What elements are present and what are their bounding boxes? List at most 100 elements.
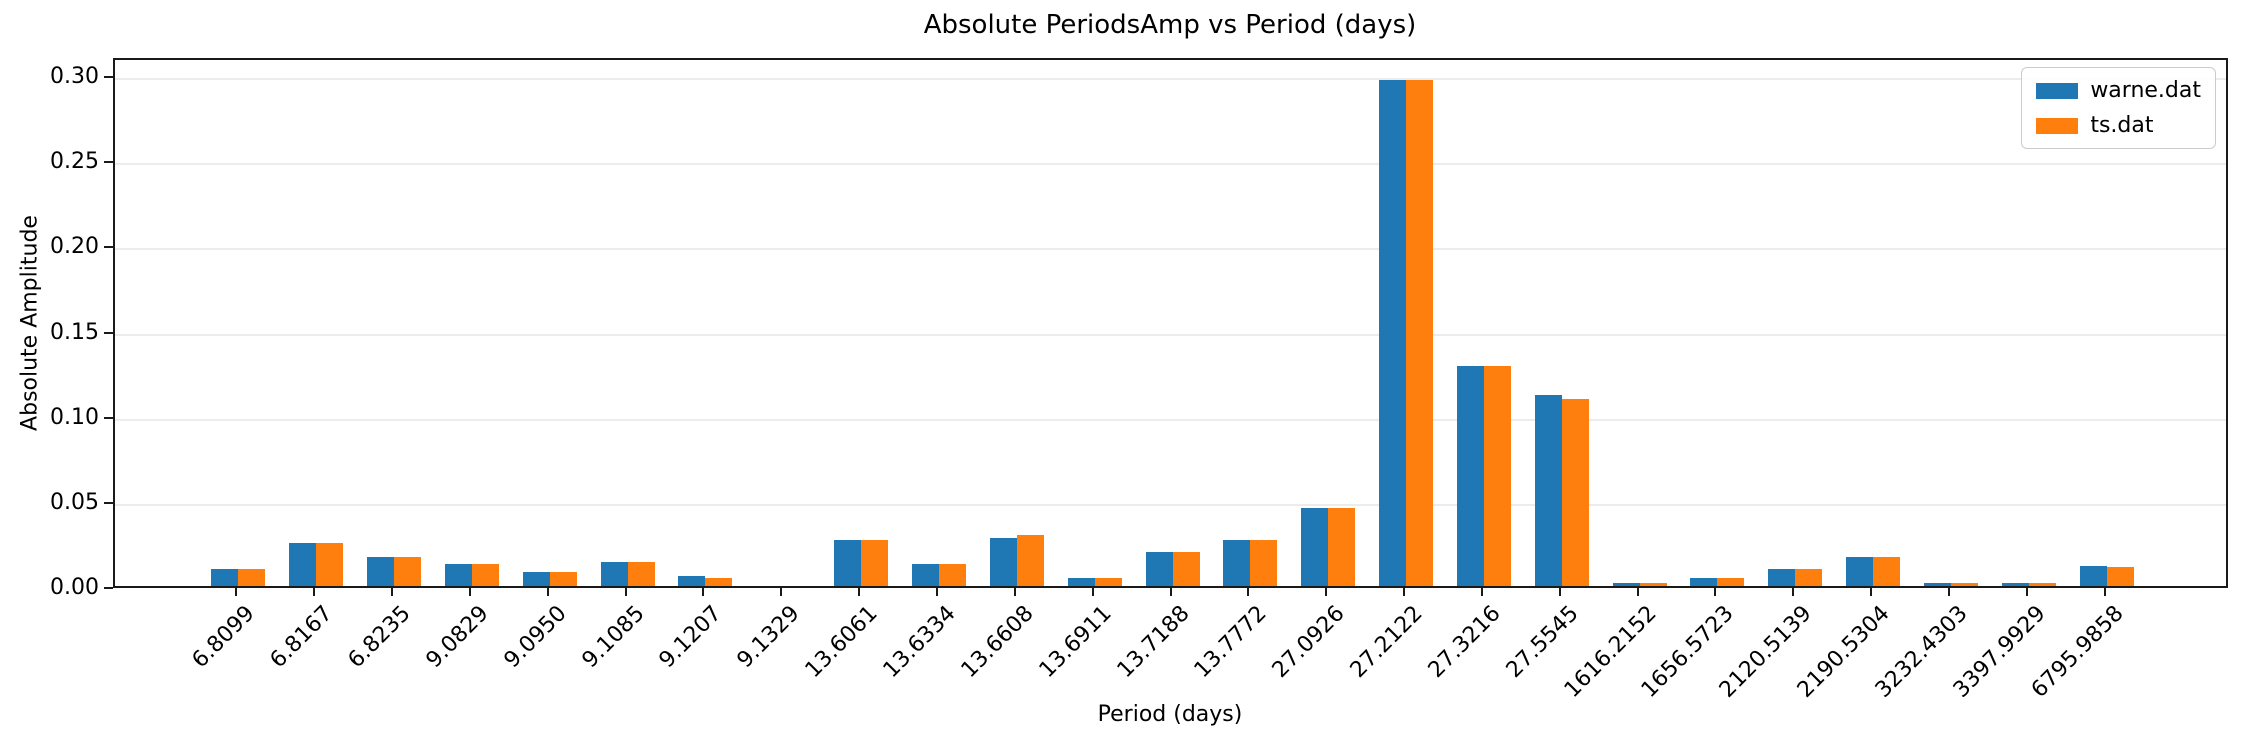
x-tick-label: 13.6061 (800, 601, 883, 684)
bar-warne-dat (211, 568, 239, 586)
bar-warne-dat (1690, 577, 1718, 586)
bar-warne-dat (989, 538, 1017, 586)
y-tick-mark (104, 416, 113, 419)
bar-ts-dat (394, 557, 422, 586)
bar-warne-dat (1379, 80, 1407, 586)
bar-warne-dat (1145, 551, 1173, 586)
bar-warne-dat (1067, 577, 1095, 586)
bar-ts-dat (316, 543, 344, 586)
x-tick-label: 9.0950 (499, 601, 572, 674)
x-tick-mark (1403, 587, 1406, 596)
bar-ts-dat (238, 568, 266, 586)
x-tick-mark (1792, 587, 1795, 596)
bar-ts-dat (1172, 551, 1200, 586)
bar-ts-dat (1795, 568, 1823, 586)
bar-ts-dat (2028, 583, 2056, 586)
bar-ts-dat (1717, 577, 1745, 586)
gridline (115, 333, 2226, 336)
y-tick-label: 0.00 (50, 575, 99, 600)
bar-warne-dat (1923, 582, 1951, 586)
legend: warne.dat ts.dat (2021, 67, 2216, 149)
bar-warne-dat (444, 563, 472, 586)
bar-ts-dat (938, 563, 966, 586)
x-tick-label: 9.1207 (655, 601, 728, 674)
x-tick-label: 13.6334 (878, 601, 961, 684)
y-tick-label: 0.25 (50, 149, 99, 175)
y-tick-label: 0.30 (50, 64, 99, 90)
x-tick-mark (1558, 587, 1561, 596)
x-tick-mark (1947, 587, 1950, 596)
x-tick-mark (1013, 587, 1016, 596)
x-tick-mark (858, 587, 861, 596)
bar-warne-dat (1846, 557, 1874, 586)
x-tick-label: 9.1085 (577, 601, 650, 674)
bar-ts-dat (1250, 540, 1278, 586)
bar-ts-dat (471, 563, 499, 586)
gridline (115, 163, 2226, 166)
y-tick-label: 0.05 (50, 489, 99, 515)
x-tick-mark (546, 587, 549, 596)
bar-ts-dat (627, 562, 655, 586)
x-tick-mark (1091, 587, 1094, 596)
bar-ts-dat (1094, 577, 1122, 586)
x-tick-label: 9.1329 (732, 601, 805, 674)
legend-label-warne-dat: warne.dat (2090, 78, 2201, 103)
x-tick-mark (391, 587, 394, 596)
x-tick-mark (1870, 587, 1873, 596)
bar-ts-dat (861, 540, 889, 586)
x-tick-label: 13.6608 (956, 601, 1039, 684)
legend-item-warne-dat: warne.dat (2036, 78, 2201, 103)
bar-ts-dat (549, 572, 577, 586)
chart-title: Absolute PeriodsAmp vs Period (days) (923, 10, 1417, 40)
legend-swatch-warne-dat (2036, 82, 2079, 99)
bar-ts-dat (1483, 366, 1511, 586)
x-axis-label: Period (days) (1097, 702, 1243, 727)
y-tick-mark (104, 587, 113, 589)
x-tick-label: 6.8167 (265, 601, 338, 674)
bar-warne-dat (678, 575, 706, 586)
x-tick-mark (1325, 587, 1328, 596)
bar-ts-dat (1950, 582, 1978, 586)
bar-warne-dat (522, 572, 550, 586)
gridline (115, 503, 2226, 506)
x-tick-label: 27.2122 (1345, 601, 1428, 684)
bar-ts-dat (2106, 567, 2134, 586)
y-tick-mark (104, 76, 113, 79)
x-tick-mark (1714, 587, 1717, 596)
y-tick-mark (104, 501, 113, 504)
x-tick-mark (1480, 587, 1483, 596)
legend-item-ts-dat: ts.dat (2036, 113, 2201, 138)
bar-ts-dat (1016, 534, 1044, 586)
bar-warne-dat (1612, 582, 1640, 586)
bar-ts-dat (1873, 557, 1901, 586)
x-tick-label: 27.3216 (1423, 601, 1506, 684)
x-tick-mark (1636, 587, 1639, 596)
gridline (115, 248, 2226, 251)
x-tick-label: 27.5545 (1501, 601, 1584, 684)
bar-ts-dat (1328, 507, 1356, 586)
bar-ts-dat (705, 577, 733, 586)
bar-warne-dat (1534, 395, 1562, 586)
x-tick-label: 6.8235 (343, 601, 416, 674)
legend-label-ts-dat: ts.dat (2090, 113, 2154, 138)
y-tick-mark (104, 331, 113, 334)
x-tick-mark (624, 587, 627, 596)
gridline (115, 78, 2226, 81)
x-tick-mark (702, 587, 705, 596)
legend-swatch-ts-dat (2036, 117, 2079, 134)
bar-warne-dat (1456, 366, 1484, 586)
bar-warne-dat (367, 557, 395, 586)
bar-warne-dat (911, 563, 939, 586)
x-tick-label: 9.0829 (421, 601, 494, 674)
bar-warne-dat (2001, 582, 2029, 586)
x-tick-mark (235, 587, 238, 596)
bar-warne-dat (1768, 568, 1796, 586)
bar-warne-dat (600, 562, 628, 586)
x-tick-label: 27.0926 (1267, 601, 1350, 684)
y-tick-mark (104, 246, 113, 249)
x-tick-mark (1247, 587, 1250, 596)
y-tick-label: 0.20 (50, 234, 99, 260)
plot-area: warne.dat ts.dat (113, 58, 2228, 588)
x-tick-label: 6.8099 (187, 601, 261, 674)
